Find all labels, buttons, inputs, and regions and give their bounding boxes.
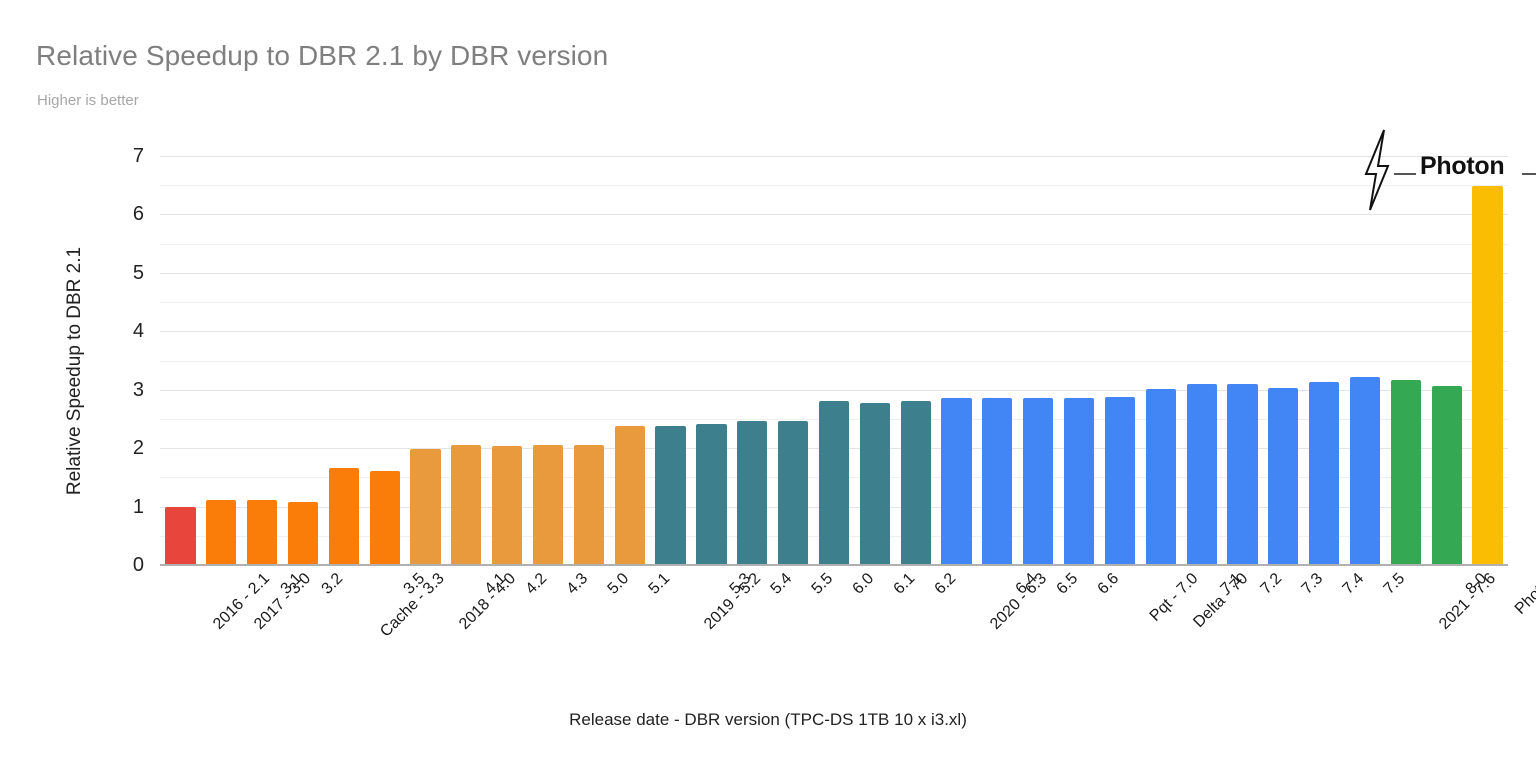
x-axis-tick-label: 5.1 xyxy=(645,570,674,598)
x-axis-title: Release date - DBR version (TPC-DS 1TB 1… xyxy=(569,710,967,729)
gridline-minor xyxy=(160,360,1508,362)
gridline-minor xyxy=(160,185,1508,187)
x-axis-tick-label: 5.4 xyxy=(767,570,796,598)
photon-annotation-label: Photon xyxy=(1420,152,1505,180)
y-axis-tick-label: 1 xyxy=(132,495,144,518)
x-axis-tick-label: 4.3 xyxy=(563,570,592,598)
x-axis-tick-label: 4.2 xyxy=(522,570,551,598)
bar[interactable] xyxy=(1309,382,1340,565)
photon-annotation: Photon xyxy=(1358,128,1536,216)
bar[interactable] xyxy=(1063,397,1095,565)
chart-subtitle: Higher is better xyxy=(37,92,139,109)
bar[interactable] xyxy=(1186,384,1217,565)
lightning-bolt-icon xyxy=(1364,129,1390,211)
bar[interactable] xyxy=(1349,376,1381,565)
gridline-major xyxy=(160,156,1508,157)
y-axis-tick-label: 3 xyxy=(132,378,144,401)
bar[interactable] xyxy=(614,425,645,565)
x-axis-tick-label: 5.0 xyxy=(604,570,633,598)
gridline-minor xyxy=(160,302,1508,304)
y-axis-tick-label: 6 xyxy=(132,203,144,226)
y-axis-tick-label: 5 xyxy=(132,261,144,284)
plot-area xyxy=(160,156,1508,566)
y-axis-tick-label: 0 xyxy=(132,554,144,576)
x-axis-tick-label: 7.3 xyxy=(1298,570,1327,598)
gridline-major xyxy=(160,214,1508,216)
bar[interactable] xyxy=(778,421,809,565)
bar[interactable] xyxy=(1227,384,1258,565)
bar[interactable] xyxy=(696,424,727,565)
bar[interactable] xyxy=(532,444,564,565)
x-axis-tick-label: 6.1 xyxy=(890,570,919,598)
bar[interactable] xyxy=(1431,386,1462,565)
bar[interactable] xyxy=(492,446,523,565)
bar[interactable] xyxy=(206,500,237,565)
bar[interactable] xyxy=(451,444,482,565)
x-axis-tick-label: 7.4 xyxy=(1339,570,1368,598)
gridline-minor xyxy=(160,243,1508,245)
bar[interactable] xyxy=(1023,397,1054,565)
x-axis-tick-label: 6.0 xyxy=(849,570,878,598)
bar[interactable] xyxy=(941,397,972,565)
gridline-major xyxy=(160,389,1508,391)
x-axis-tick-label: 7.2 xyxy=(1258,570,1286,598)
photon-leader-line-left xyxy=(1394,173,1416,175)
bar[interactable] xyxy=(1145,388,1176,565)
y-axis-tick-label: 7 xyxy=(132,145,144,167)
x-axis-tick-label: 6.6 xyxy=(1094,570,1123,598)
bar[interactable] xyxy=(165,506,196,565)
axis-baseline xyxy=(160,564,1508,566)
bar[interactable] xyxy=(655,425,686,565)
bar[interactable] xyxy=(1268,387,1299,565)
gridline-major xyxy=(160,331,1508,333)
x-axis-tick-label: 3.2 xyxy=(318,570,347,598)
x-axis-tick-label: 6.5 xyxy=(1053,570,1082,598)
bar[interactable] xyxy=(1472,185,1503,565)
bar[interactable] xyxy=(1390,379,1421,565)
bar[interactable] xyxy=(573,444,604,565)
gridline-major xyxy=(160,272,1508,274)
bar[interactable] xyxy=(900,400,931,565)
x-axis-tick-label: 5.5 xyxy=(808,570,837,598)
bar[interactable] xyxy=(737,421,768,565)
y-axis-tick-label: 4 xyxy=(132,320,144,343)
bar[interactable] xyxy=(818,401,850,565)
y-axis-title: Relative Speedup to DBR 2.1 xyxy=(64,246,85,496)
bar[interactable] xyxy=(1104,397,1136,565)
photon-leader-line-right xyxy=(1522,173,1536,175)
x-axis-tick-labels: 2016 - 2.1 2017 - 3.0 3.1 3.2 Cache - 3.3 3.5… xyxy=(160,570,1536,690)
bar[interactable] xyxy=(369,470,400,565)
bar[interactable] xyxy=(247,500,278,565)
bar[interactable] xyxy=(287,501,319,565)
x-axis-tick-label: 7.5 xyxy=(1380,570,1409,598)
y-axis-tick-label: 2 xyxy=(132,437,144,460)
bar[interactable] xyxy=(982,397,1013,565)
chart-title: Relative Speedup to DBR 2.1 by DBR versi… xyxy=(36,40,609,71)
x-axis-tick-label: 6.2 xyxy=(931,570,959,598)
bar[interactable] xyxy=(410,449,441,565)
bar[interactable] xyxy=(859,403,890,565)
bar[interactable] xyxy=(328,468,359,565)
y-axis-tick-labels: 0 1 2 3 4 5 6 7 xyxy=(100,146,144,575)
x-axis-tick-label: Photon xyxy=(1511,570,1536,618)
